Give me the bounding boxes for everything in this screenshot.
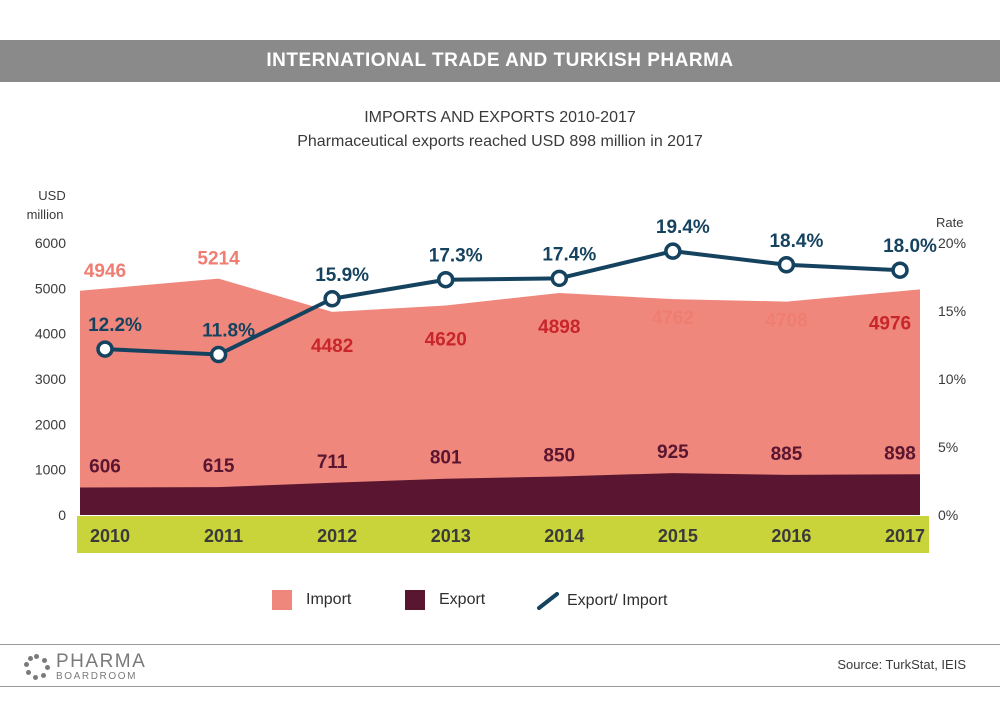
source-note: Source: TurkStat, IEIS: [837, 657, 966, 672]
x-tick-label: 2012: [317, 526, 357, 546]
ratio-data-label: 18.4%: [769, 231, 823, 252]
import-data-label: 5214: [197, 249, 240, 270]
legend-item-import: Import: [272, 590, 351, 610]
logo-text-sub: BOARDROOM: [56, 671, 138, 682]
ratio-data-label: 17.3%: [429, 246, 483, 267]
x-tick-label: 2014: [544, 526, 584, 546]
export-data-label: 711: [317, 452, 348, 473]
y-left-axis-label-line1: USD: [38, 188, 65, 203]
ratio-point: [96, 340, 114, 358]
y-right-tick-label: 20%: [938, 235, 966, 251]
ratio-data-label: 17.4%: [542, 244, 596, 265]
ratio-point: [436, 270, 455, 289]
import-area: [80, 278, 920, 515]
ratio-point: [209, 345, 228, 364]
header-banner: INTERNATIONAL TRADE AND TURKISH PHARMA: [0, 40, 1000, 82]
y-left-tick-label: 0: [58, 507, 66, 523]
y-left-tick-label: 1000: [35, 462, 66, 478]
legend-label-ratio: Export/ Import: [567, 592, 668, 609]
footer-divider-top: [0, 644, 1000, 645]
ratio-point: [550, 269, 569, 288]
y-left-tick-label: 3000: [35, 371, 66, 387]
ratio-point: [777, 256, 796, 274]
chart-legend: Import Export Export/ Import: [0, 590, 1000, 618]
y-right-tick-label: 0%: [938, 507, 958, 523]
y-left-tick-label: 5000: [35, 280, 66, 296]
x-tick-label: 2017: [885, 526, 925, 546]
import-data-label: 4976: [869, 313, 911, 334]
x-tick-label: 2010: [90, 526, 130, 546]
x-tick-label: 2011: [204, 526, 243, 546]
logo-text-main: PHARMA: [56, 651, 147, 672]
legend-swatch-import: [272, 590, 292, 610]
chart-titles: IMPORTS AND EXPORTS 2010-2017 Pharmaceut…: [0, 106, 1000, 154]
ratio-data-label: 12.2%: [88, 315, 142, 336]
legend-item-ratio: Export/ Import: [537, 590, 667, 612]
ratio-data-label: 11.8%: [202, 321, 255, 342]
import-data-label: 4708: [765, 311, 807, 332]
export-data-label: 850: [543, 445, 575, 466]
legend-label-export: Export: [439, 591, 486, 608]
brand-logo: PHARMA BOARDROOM: [24, 652, 146, 682]
ratio-point: [891, 261, 909, 279]
import-data-label: 4946: [84, 261, 126, 282]
import-data-label: 4482: [311, 336, 353, 357]
footer-divider-bottom: [0, 686, 1000, 687]
legend-line-icon: [537, 592, 559, 610]
ratio-data-label: 19.4%: [656, 217, 710, 238]
y-right-tick-label: 5%: [938, 439, 958, 455]
x-tick-label: 2016: [771, 526, 811, 546]
y-left-tick-label: 4000: [35, 326, 66, 342]
logo-mark-icon: [24, 654, 50, 680]
import-data-label: 4762: [652, 308, 694, 329]
legend-swatch-export: [405, 590, 425, 610]
x-tick-label: 2015: [658, 526, 698, 546]
import-data-label: 4898: [538, 317, 580, 338]
category-band: [77, 516, 929, 553]
export-data-label: 606: [89, 457, 121, 478]
chart-title: IMPORTS AND EXPORTS 2010-2017: [364, 109, 636, 126]
ratio-line: [104, 249, 901, 357]
export-data-label: 885: [771, 444, 803, 465]
export-data-label: 615: [203, 456, 235, 477]
legend-label-import: Import: [306, 591, 352, 608]
ratio-point: [664, 242, 682, 260]
ratio-data-label: 18.0%: [883, 236, 937, 257]
y-right-axis-label: Rate: [936, 215, 963, 230]
export-data-label: 801: [430, 448, 462, 469]
ratio-data-label: 15.9%: [315, 265, 369, 286]
y-left-tick-label: 6000: [35, 235, 66, 251]
export-data-label: 898: [884, 443, 916, 464]
y-right-tick-label: 10%: [938, 371, 966, 387]
y-left-tick-label: 2000: [35, 416, 66, 432]
x-tick-label: 2013: [431, 526, 471, 546]
export-area: [80, 473, 920, 515]
legend-item-export: Export: [405, 590, 485, 610]
export-data-label: 925: [657, 442, 689, 463]
ratio-point: [323, 290, 341, 308]
import-data-label: 4620: [425, 330, 467, 351]
y-left-axis-label-line2: million: [27, 207, 64, 222]
y-right-tick-label: 15%: [938, 303, 966, 319]
chart-subtitle: Pharmaceutical exports reached USD 898 m…: [297, 133, 703, 150]
